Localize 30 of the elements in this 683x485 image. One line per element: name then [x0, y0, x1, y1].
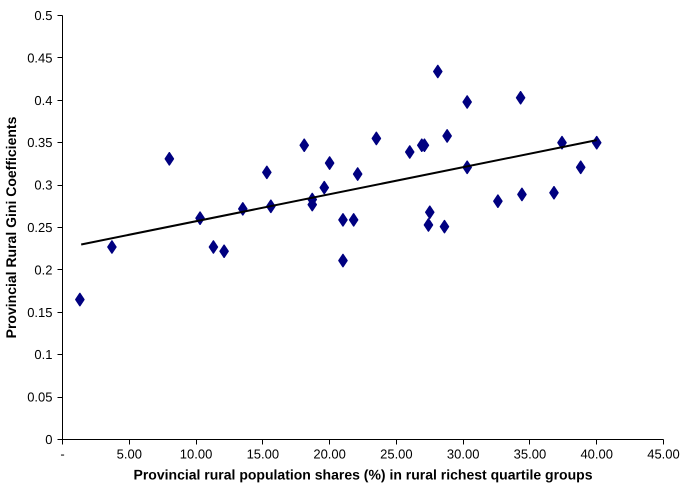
point [462, 94, 472, 109]
x-tick-label: 20.00 [313, 446, 346, 462]
y-tick-label: 0.45 [27, 50, 53, 66]
y-tick-label: 0.1 [34, 347, 53, 362]
y-tick-label: 0.5 [34, 8, 53, 23]
point [576, 160, 586, 174]
y-tick-label: 0.05 [27, 390, 53, 405]
x-tick-label: 10.00 [180, 446, 212, 462]
x-tick-label: 45.00 [647, 446, 680, 462]
y-tick-label: 0.35 [27, 135, 53, 150]
y-tick-label: 0.15 [27, 304, 53, 320]
x-tick-label: - [60, 446, 65, 462]
y-tick-label: 0.3 [34, 178, 53, 193]
x-tick-label: 30.00 [446, 446, 480, 462]
point [404, 145, 415, 160]
x-tick-label: 5.00 [116, 446, 142, 462]
x-tick-label: 15.00 [246, 446, 280, 462]
x-tick-label: 25.00 [380, 446, 413, 462]
point [299, 138, 310, 152]
y-tick-label: 0.4 [34, 92, 53, 108]
y-axis-title: Provincial Rural Gini Coefficients [3, 116, 20, 338]
point [319, 180, 330, 195]
x-tick-label: 40.00 [580, 446, 614, 462]
y-tick-label: 0.2 [34, 262, 53, 278]
point [432, 64, 443, 78]
y-tick-label: 0 [45, 432, 53, 447]
x-axis-title: Provincial rural population shares (%) in rural richest quartile groups [134, 466, 593, 482]
x-tick-label: 35.00 [514, 446, 546, 462]
y-tick-label: 0.25 [27, 220, 53, 235]
point [424, 205, 435, 220]
